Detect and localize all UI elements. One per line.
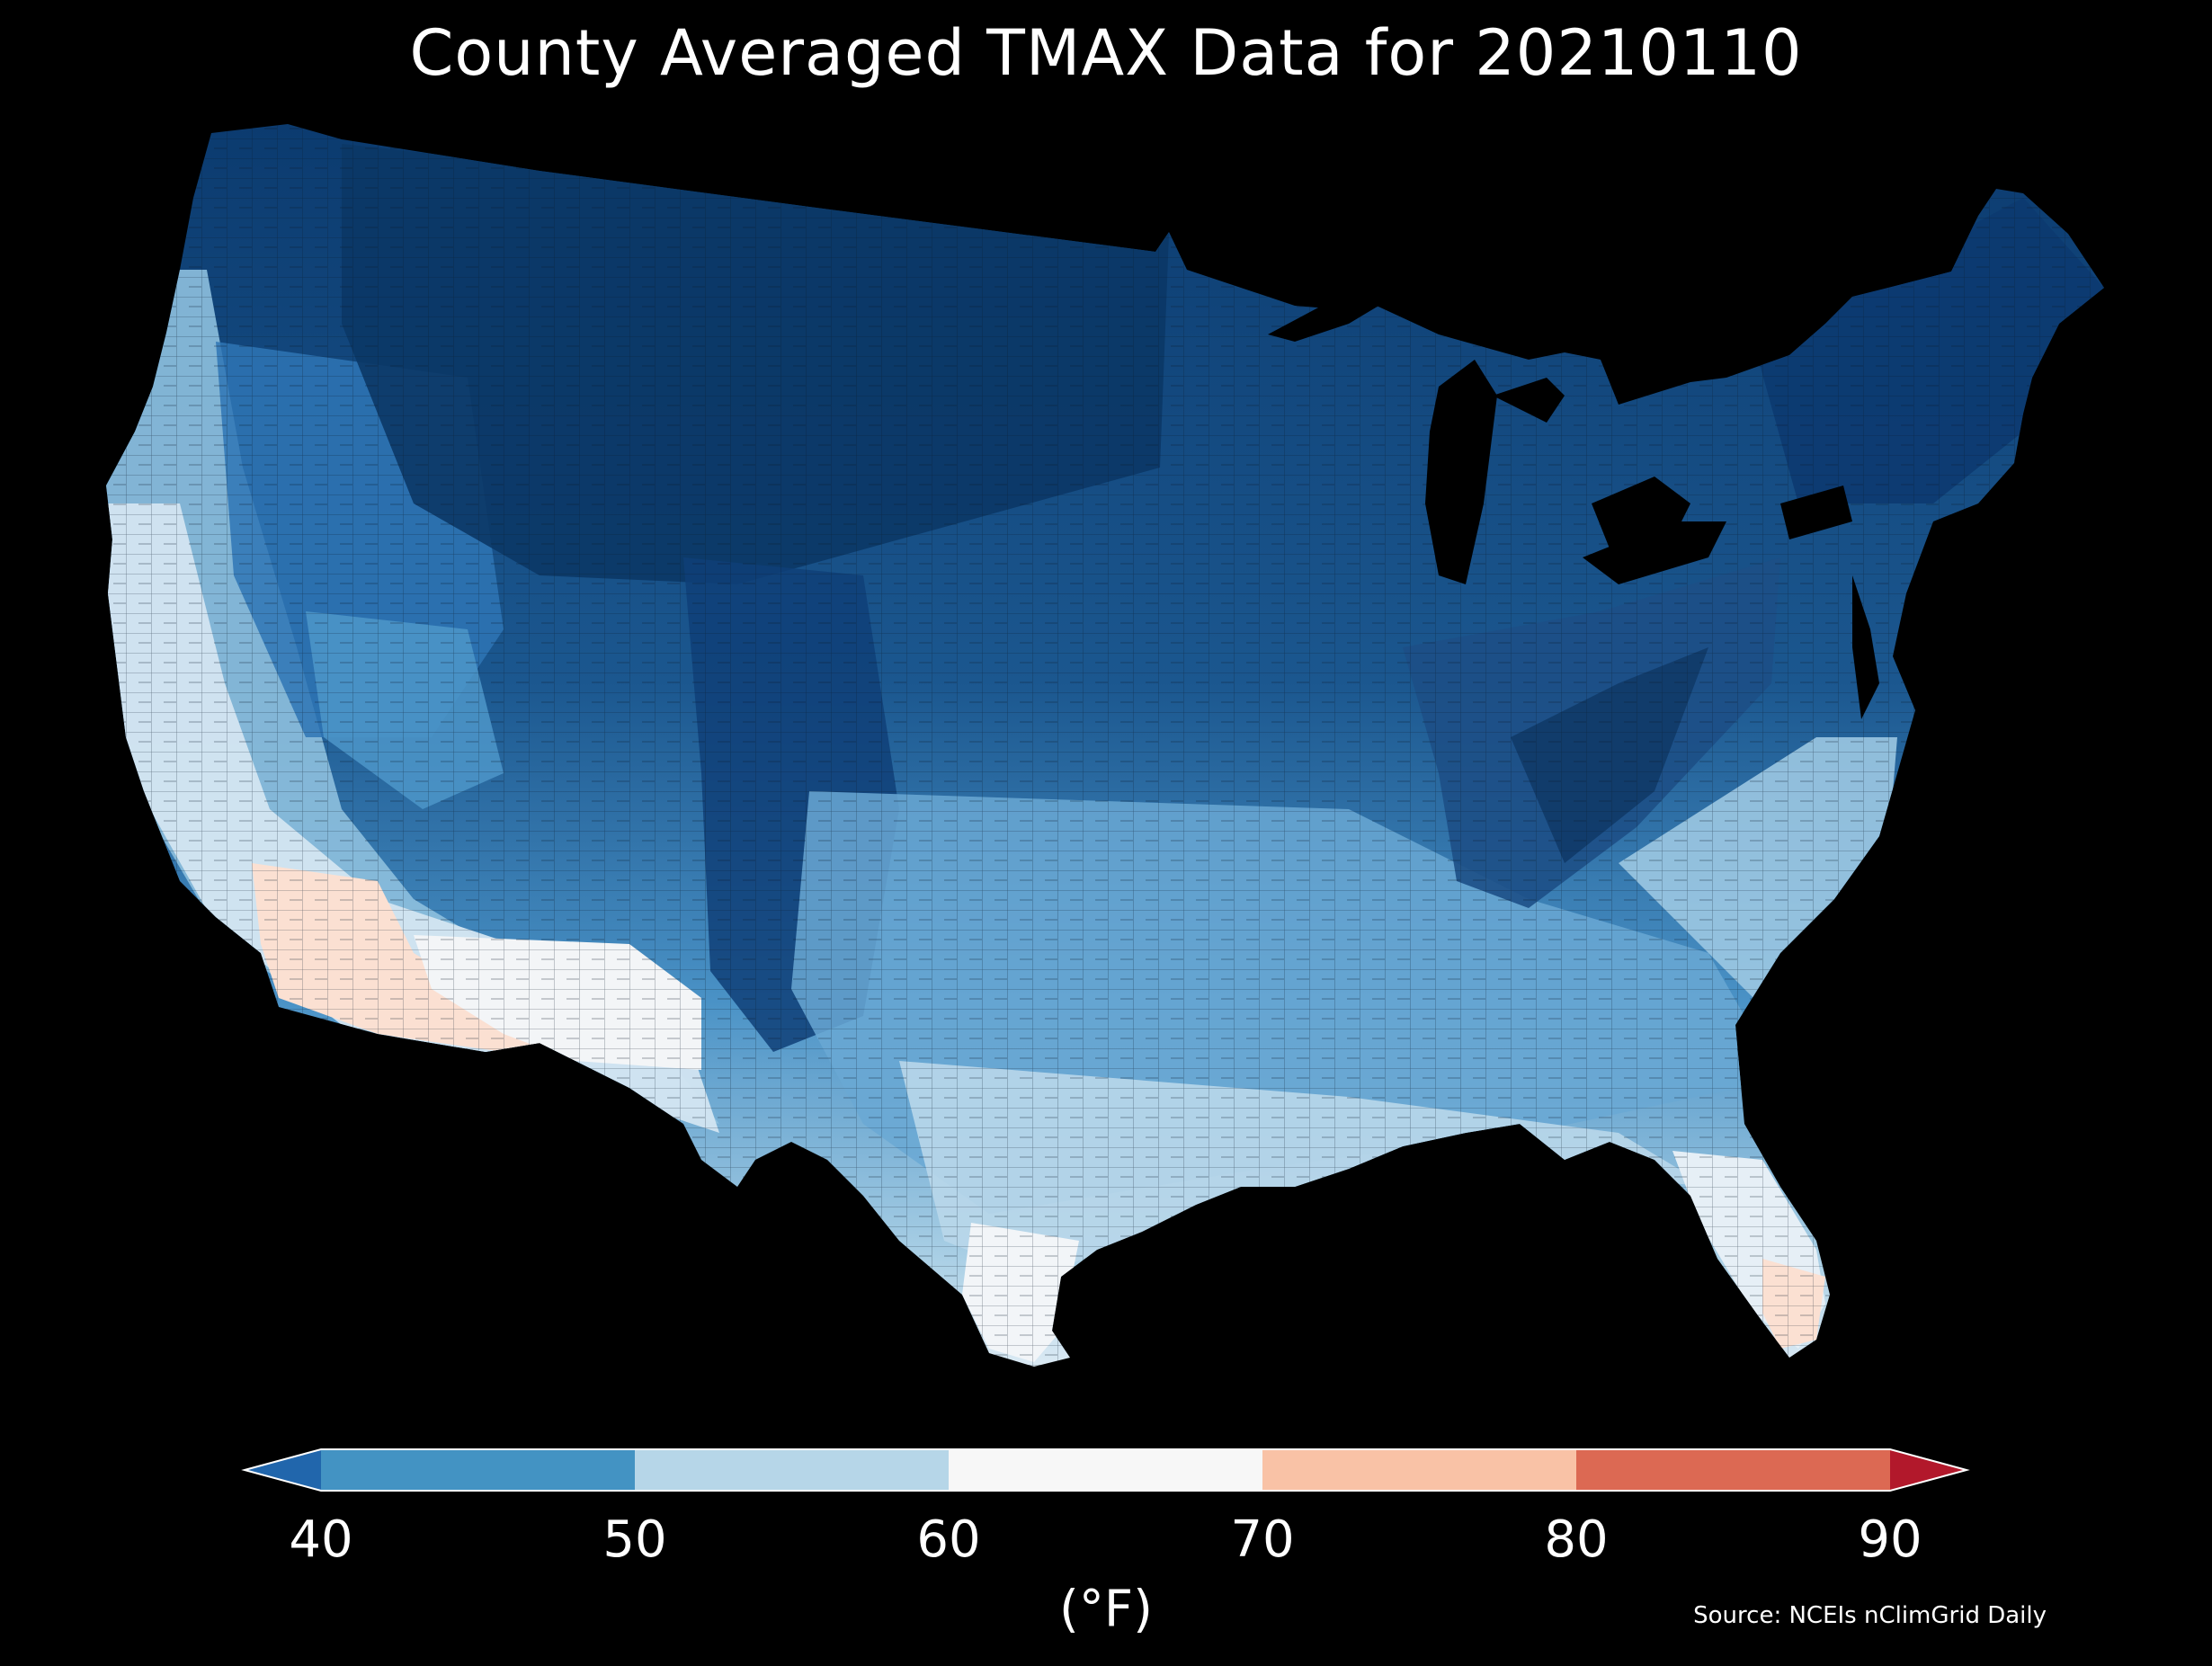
colorbar-tick-label: 40 <box>289 1510 353 1569</box>
colorbar-bin <box>1262 1449 1576 1491</box>
colorbar-bin <box>949 1449 1262 1491</box>
colorbar-units-label: (°F) <box>1059 1580 1153 1639</box>
colorbar-bin <box>635 1449 949 1491</box>
colorbar-tick-label: 70 <box>1230 1510 1295 1569</box>
colorbar-tick-label: 90 <box>1858 1510 1922 1569</box>
colorbar-over-arrow <box>1890 1449 1967 1491</box>
colorbar-tick-label: 50 <box>602 1510 667 1569</box>
colorbar-tick-label: 80 <box>1544 1510 1609 1569</box>
colorbar-outline <box>241 1448 1970 1492</box>
colorbar-tick-label: 60 <box>916 1510 981 1569</box>
colorbar <box>234 1439 1978 1501</box>
map-title: County Averaged TMAX Data for 20210110 <box>409 16 1803 90</box>
colorbar-bin <box>321 1449 635 1491</box>
us-county-map <box>106 124 2104 1367</box>
source-credit: Source: NCEIs nClimGrid Daily <box>1693 1602 2047 1629</box>
colorbar-bin <box>1576 1449 1890 1491</box>
colorbar-under-arrow <box>245 1449 321 1491</box>
county-fill-layer <box>106 124 2104 1367</box>
great-lakes <box>1268 286 1879 719</box>
